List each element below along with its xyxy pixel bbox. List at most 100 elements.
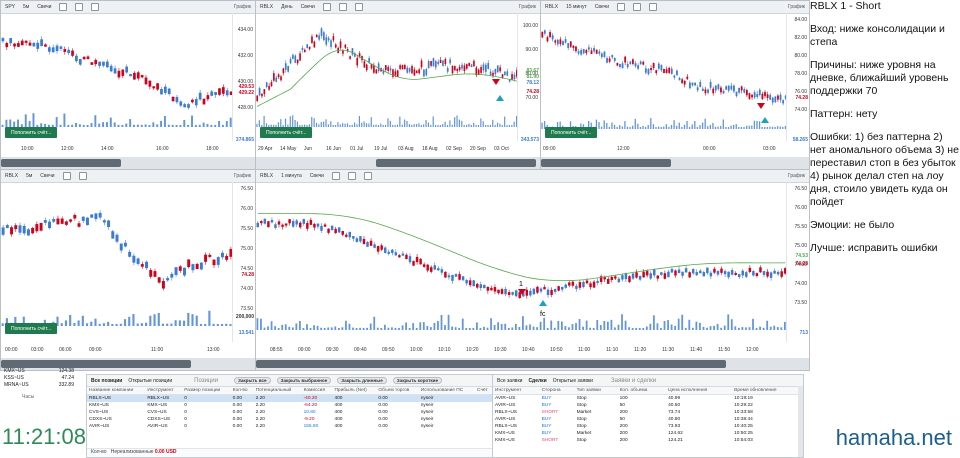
col-header[interactable]: Использование ПС [418,387,476,395]
table-row[interactable]: AVIR~US AVIR~US 0 0.00 2.20 155.80 400 0.00 nyse… [87,423,493,430]
col-header[interactable]: Инструмент [145,387,183,395]
ticker-field[interactable]: RBLX [5,173,19,179]
cell: RBLX~US [495,410,517,415]
time-scrollbar[interactable] [1,157,255,169]
deposit-button[interactable]: Пополнить счёт... [5,323,58,334]
col-header[interactable]: Размер позиции [182,387,231,395]
col-header[interactable]: Название компании [87,387,146,395]
scroll-thumb[interactable] [256,360,726,368]
crosshair-icon[interactable] [62,172,71,180]
price-chart[interactable] [541,13,787,141]
chart-panel-rblx-5m[interactable]: RBLX 5м Свечи График 76.50 76.00 75.50 7… [0,169,256,371]
table-row[interactable]: AVIR~US BUY Stop 50 40.50 10:29:22 [493,402,803,409]
col-header[interactable]: Потенциальный [253,387,302,395]
line-tool-icon[interactable] [347,172,356,180]
time-tick: 00:00 [703,146,716,152]
tab-all-positions[interactable]: Все позиции [91,377,123,384]
table-row[interactable]: KMX~US SHORT Stop 200 124.21 10:54:03 [493,437,803,444]
chart-type-field[interactable]: Свечи [37,4,52,10]
table-row[interactable]: AVIR~US BUY Stop 100 40.99 10:19:19 [493,395,803,403]
settings-icon[interactable] [649,3,658,11]
close-all-button[interactable]: Закрыть все [233,377,271,384]
col-header[interactable]: Счёт [475,387,493,395]
close-short-button[interactable]: Закрыть короткие [392,377,443,384]
line-tool-icon[interactable] [338,3,347,11]
settings-icon[interactable] [363,172,372,180]
col-header[interactable]: Инструмент [493,387,540,395]
time-scrollbar[interactable] [256,157,540,169]
timeframe-field[interactable]: 15 минут [566,4,587,10]
line-tool-icon[interactable] [78,172,87,180]
watchlist-row[interactable]: KMX~US 124.38 [0,368,82,375]
col-header[interactable]: Объем торгов [376,387,419,395]
table-row[interactable]: CDXS~US CDXS~US 0 0.00 2.20 -9.20 400 0.00 nysei… [87,416,493,423]
col-header[interactable]: Кол. объема [617,387,667,395]
scroll-thumb[interactable] [376,159,536,167]
cell: 0.00 [378,424,388,429]
col-header[interactable]: Время обновления [732,387,803,395]
timeframe-field[interactable]: 5м [26,173,33,179]
col-header[interactable]: Цена исполнения [666,387,733,395]
volume-bar [668,126,670,129]
col-header[interactable]: Тип заявки [574,387,618,395]
tab-deals[interactable]: Сделки [528,377,547,384]
time-scrollbar[interactable] [1,358,255,370]
table-row[interactable]: RBLX~US SHORT Market 200 73.74 10:33:58 [493,409,803,416]
deposit-button[interactable]: Пополнить счёт... [5,127,58,138]
table-row[interactable]: RBLX~US RBLX~US 0 0.00 2.20 -40.20 400 0.00 nyse… [87,394,493,402]
line-tool-icon[interactable] [75,3,84,11]
table-row[interactable]: RBLX~US BUY Stop 200 73.93 10:40:25 [493,423,803,430]
close-selected-button[interactable]: Закрыть выбранное [276,377,332,384]
crosshair-icon[interactable] [59,3,68,11]
chart-type-field[interactable]: Свечи [300,4,315,10]
chart-panel-rblx-daily[interactable]: RBLX День Свечи График 100.00 90.00 80.0… [255,0,541,170]
line-tool-icon[interactable] [633,3,642,11]
tab-all-orders[interactable]: Все заявки [497,377,523,384]
watchlist-row[interactable]: MRNA~US 332.89 [0,382,82,389]
time-scrollbar[interactable] [256,358,809,370]
volume-bar [327,327,330,330]
timeframe-field[interactable]: 5м [23,4,30,10]
crosshair-icon[interactable] [617,3,626,11]
settings-icon[interactable] [91,3,100,11]
ticker-field[interactable]: RBLX [260,173,274,179]
ticker-field[interactable]: RBLX [545,4,559,10]
chart-type-field[interactable]: Свечи [309,173,324,179]
tab-open-orders[interactable]: Открытые заявки [552,377,593,384]
col-header[interactable]: Сторона [539,387,575,395]
table-row[interactable]: CVS~US CVS~US 0 0.00 2.20 10.80 400 0.00 nyseir [87,409,493,416]
tab-open-positions[interactable]: Открытые позиции [128,377,173,384]
crosshair-icon[interactable] [322,3,331,11]
ticker-field[interactable]: RBLX [260,4,274,10]
price-chart[interactable]: 1 fc [256,182,787,342]
deposit-button[interactable]: Пополнить счёт... [260,127,313,138]
timeframe-field[interactable]: День [281,4,293,10]
scroll-thumb[interactable] [1,159,121,167]
candle [439,59,442,63]
col-header[interactable]: Прибыль (Net) [332,387,377,395]
table-row[interactable]: KMX~US KMX~US 0 0.00 2.20 -64.20 400 0.00 nyseir [87,402,493,409]
scroll-thumb[interactable] [1,360,191,368]
table-row[interactable]: KMX~US BUY Market 200 124.62 10:50:25 [493,430,803,437]
table-row[interactable]: AVIR~US BUY Stop 50 40.80 10:38:44 [493,416,803,423]
col-header[interactable]: Кол-во [230,387,254,395]
timeframe-field[interactable]: 1 минута [281,173,302,179]
crosshair-icon[interactable] [331,172,340,180]
watchlist-row[interactable]: KSS~US 47.24 [0,375,82,382]
price-chart[interactable] [1,13,233,141]
close-long-button[interactable]: Закрыть длинные [337,377,387,384]
price-chart[interactable] [1,182,233,342]
ticker-field[interactable]: SPY [5,4,16,10]
scroll-thumb[interactable] [541,159,671,167]
chart-type-field[interactable]: Свечи [40,173,55,179]
settings-icon[interactable] [354,3,363,11]
time-scrollbar[interactable] [541,157,809,169]
col-header[interactable]: Комиссия [301,387,333,395]
price-chart[interactable] [256,13,518,141]
chart-panel-spy[interactable]: SPY 5м Свечи График 434.00 432.00 430.00… [0,0,256,170]
chart-panel-rblx-1m[interactable]: RBLX 1 минута Свечи График 1 fc 76.50 76.… [255,169,810,371]
chart-panel-rblx-15m[interactable]: RBLX 15 минут Свечи График 84.00 82.00 8… [540,0,810,170]
chart-type-field[interactable]: Свечи [594,4,610,10]
deposit-button[interactable]: Пополнить счёт... [545,127,598,138]
orders-scrollbar[interactable] [798,386,803,457]
